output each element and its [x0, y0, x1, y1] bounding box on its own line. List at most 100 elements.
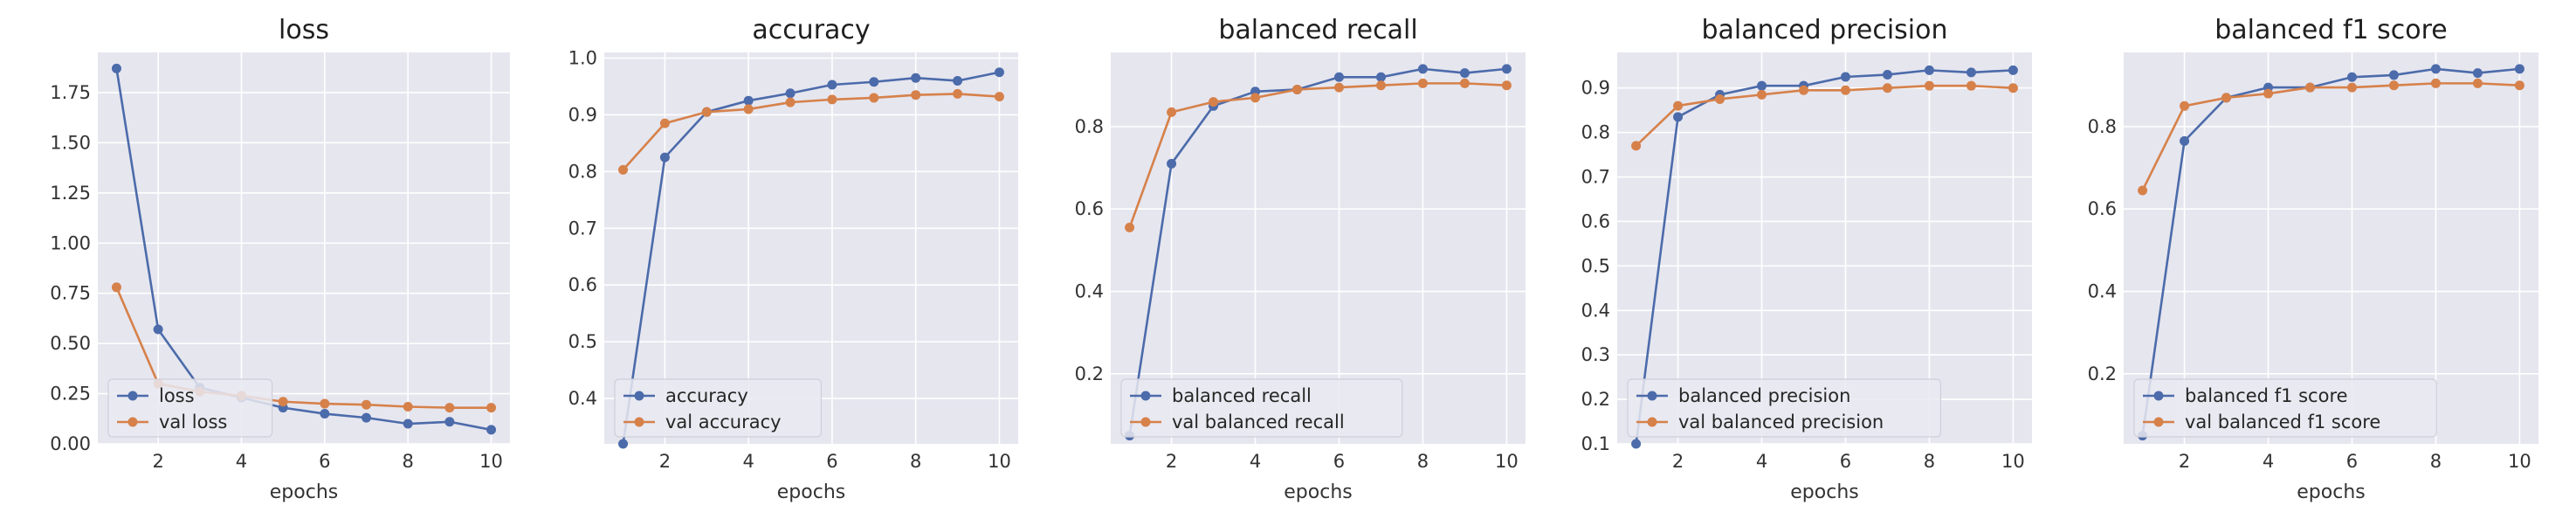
data-point: [1882, 69, 1892, 80]
legend-box: [614, 378, 822, 438]
data-point: [444, 417, 455, 427]
data-point: [1966, 80, 1976, 91]
data-point: [659, 118, 670, 128]
x-tick-label: 4: [236, 451, 247, 472]
x-tick-label: 4: [742, 451, 754, 472]
data-point: [953, 88, 963, 99]
data-point: [701, 107, 712, 117]
data-point: [827, 80, 837, 90]
data-point: [1757, 89, 1767, 100]
x-axis-label: epochs: [1284, 481, 1352, 503]
data-point: [1840, 72, 1850, 82]
y-tick-label: 0.5: [568, 331, 597, 352]
legend-box: [2133, 378, 2437, 438]
data-point: [2430, 78, 2441, 88]
chart-title: balanced recall: [1218, 15, 1417, 45]
series-line-1: [2141, 67, 2520, 436]
data-point: [994, 92, 1004, 102]
chart-panel-4: 0.1 0.2 0.3 0.4 0.5 0.6 0.7 0.8 0.9 2 4 6 8 10 balance…: [1581, 15, 2032, 503]
x-axis-label: epochs: [1790, 481, 1858, 503]
x-tick-label: 6: [1333, 451, 1345, 472]
data-point: [1209, 97, 1219, 107]
y-tick-label: 0.5: [1581, 255, 1610, 276]
data-point: [1673, 112, 1684, 122]
data-point: [1840, 85, 1850, 95]
data-point: [869, 93, 879, 103]
y-tick-label: 0.2: [2088, 363, 2117, 384]
x-tick-label: 6: [826, 451, 837, 472]
legend-box: [1627, 378, 1941, 438]
legend-entry-label: balanced precision: [1678, 385, 1850, 406]
data-point: [1375, 72, 1386, 82]
y-tick-label: 1.50: [50, 132, 91, 153]
data-point: [2346, 82, 2357, 93]
plot-background: [2124, 52, 2538, 444]
data-point: [403, 419, 413, 429]
data-point: [1292, 84, 1303, 94]
y-tick-label: 0.6: [1581, 211, 1610, 232]
chart-panel-1: 0.00 0.25 0.50 0.75 1.00 1.25 1.50 1.75 2 4 6 8 10 lo…: [50, 15, 510, 503]
y-tick-label: 0.7: [1581, 167, 1610, 188]
legend-entry-label: val balanced precision: [1678, 412, 1884, 432]
data-point: [1125, 222, 1135, 232]
data-point: [2514, 80, 2524, 91]
x-tick-label: 8: [1924, 451, 1935, 472]
legend-swatch-marker: [1140, 391, 1151, 401]
data-point: [1924, 80, 1934, 91]
y-tick-label: 0.4: [1075, 281, 1104, 302]
data-point: [2472, 68, 2483, 79]
y-tick-label: 0.6: [1075, 198, 1104, 219]
data-point: [1631, 141, 1642, 151]
data-point: [2263, 88, 2274, 99]
legend-box: [1120, 378, 1403, 438]
x-tick-label: 4: [1250, 451, 1261, 472]
data-point: [2138, 185, 2148, 196]
legend: loss val loss: [107, 378, 273, 438]
x-axis-label: epochs: [777, 481, 845, 503]
y-tick-label: 0.6: [2088, 198, 2117, 219]
legend-swatch-marker: [127, 391, 138, 401]
data-point: [911, 90, 921, 100]
legend-swatch-marker: [127, 417, 138, 427]
data-point: [618, 164, 629, 175]
y-tick-label: 1.00: [50, 232, 91, 253]
data-point: [1924, 65, 1934, 75]
data-point: [403, 401, 413, 412]
plot-background: [1617, 52, 2032, 444]
y-tick-label: 0.8: [1581, 122, 1610, 143]
chart-title: balanced precision: [1701, 15, 1947, 45]
data-point: [1459, 78, 1470, 88]
data-point: [1167, 107, 1177, 117]
data-point: [1501, 80, 1512, 91]
x-tick-label: 8: [1417, 451, 1429, 472]
data-point: [1715, 93, 1725, 104]
chart-panel-5: 0.2 0.4 0.6 0.8 2 4 6 8 10 balanced f1 score epoch…: [2088, 15, 2538, 503]
series-line-1: [1128, 67, 1507, 436]
x-tick-label: 2: [152, 451, 163, 472]
data-point: [2180, 135, 2190, 146]
data-point: [743, 104, 754, 114]
chart-panel-2: 0.4 0.5 0.6 0.7 0.8 0.9 1.0 2 4 6 8 10 accuracy epoch…: [568, 15, 1018, 503]
y-tick-label: 0.4: [2088, 281, 2117, 302]
data-point: [2008, 65, 2018, 75]
data-point: [362, 412, 372, 423]
data-point: [785, 88, 796, 99]
y-tick-label: 0.2: [1075, 363, 1104, 384]
legend-swatch-marker: [634, 417, 644, 427]
y-tick-label: 0.1: [1581, 433, 1610, 454]
y-tick-label: 0.2: [1581, 389, 1610, 410]
plot-background: [1111, 52, 1526, 444]
data-point: [2514, 64, 2524, 74]
data-point: [1417, 64, 1428, 74]
x-tick-label: 2: [1672, 451, 1684, 472]
y-tick-label: 0.8: [1075, 116, 1104, 137]
legend-swatch-marker: [1140, 417, 1151, 427]
data-point: [827, 94, 837, 105]
data-point: [1167, 158, 1177, 169]
y-tick-label: 0.4: [568, 388, 597, 409]
y-tick-label: 0.50: [50, 333, 91, 354]
legend-swatch-marker: [2153, 391, 2164, 401]
series-line-2: [1128, 82, 1507, 228]
x-tick-label: 10: [2001, 451, 2025, 472]
data-point: [1757, 80, 1767, 91]
